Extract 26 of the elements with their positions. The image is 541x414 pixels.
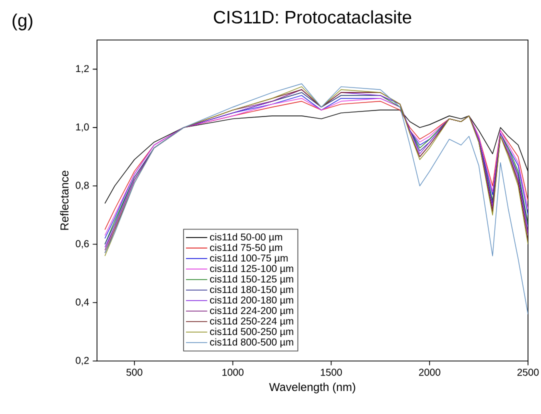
y-tick-label: 1,2 (76, 65, 89, 74)
chart-title: CIS11D: Protocataclasite (214, 10, 412, 24)
x-tick-label: 500 (126, 368, 142, 376)
legend-label: cis11d 125-100 µm (210, 264, 294, 274)
y-tick-label: 0,2 (76, 356, 89, 366)
legend-label: cis11d 500-250 µm (210, 328, 294, 338)
text: (g) (12, 14, 32, 30)
x-tick-label: 1000 (222, 368, 244, 376)
x-tick-label: 2000 (419, 368, 440, 376)
x-axis-title: Wavelength (nm) (269, 382, 356, 394)
y-tick-label: 1,0 (76, 123, 89, 132)
y-tick-label: 0,6 (76, 240, 89, 248)
x-tick-label: 1500 (320, 368, 342, 376)
y-tick-label: 0,4 (76, 298, 89, 307)
legend-label: cis11d 50-00 µm (210, 233, 282, 242)
legend-label: cis11d 250-224 µm (210, 317, 294, 327)
legend-label: cis11d 224-200 µm (210, 306, 294, 316)
legend-label: cis11d 100-75 µm (210, 254, 288, 264)
legend-label: cis11d 75-50 µm (210, 244, 282, 253)
legend-label: cis11d 150-125 µm (210, 275, 294, 285)
legend-label: cis11d 800-500 µm (210, 338, 294, 348)
y-tick-label: 0,8 (76, 182, 89, 190)
legend-label: cis11d 200-180 µm (210, 296, 294, 306)
legend-label: cis11d 180-150 µm (210, 286, 294, 296)
x-tick-label: 2500 (517, 368, 539, 376)
y-axis-title: Reflectance (60, 170, 69, 230)
